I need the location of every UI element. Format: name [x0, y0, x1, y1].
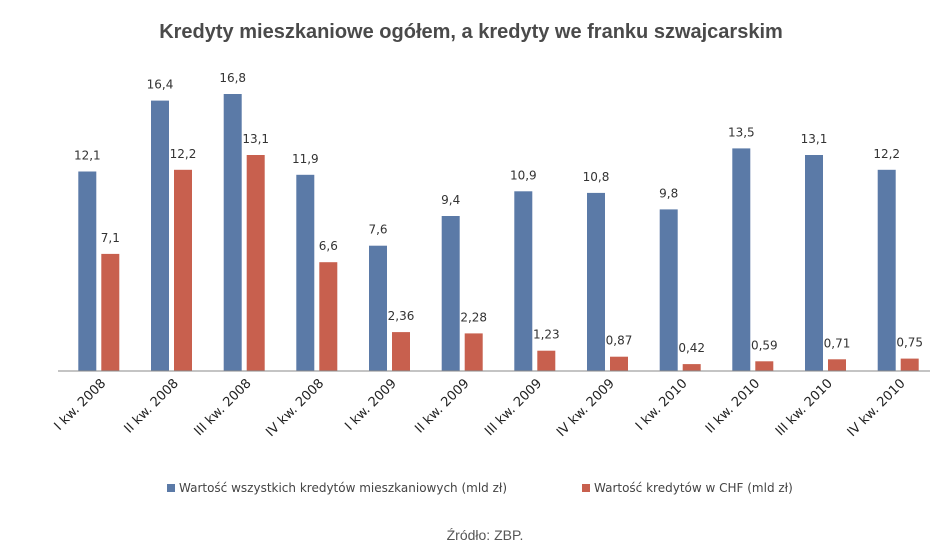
- data-label-series2-10: 0,59: [751, 338, 778, 352]
- bar-series2-2: [174, 169, 192, 371]
- bar-series2-10: [755, 361, 774, 371]
- data-label-series2-11: 0,71: [824, 336, 851, 350]
- x-tick-label-12: IV kw. 2010: [845, 376, 909, 440]
- bars-layer: 12,1 7,1 16,4 12,2 16,8 13,1 11,9 6,6 7,6 2,36 9,4…: [74, 71, 923, 371]
- x-tick-label-9: I kw. 2010: [633, 376, 690, 433]
- data-label-series2-5: 2,36: [388, 309, 415, 323]
- x-tick-labels: I kw. 2008 II kw. 2008 III kw. 2008 IV kw. …: [52, 376, 909, 440]
- bar-series1-3: [223, 94, 242, 371]
- data-label-series2-9: 0,42: [678, 341, 705, 355]
- bar-series1-11: [805, 155, 823, 371]
- data-label-series1-11: 13,1: [801, 132, 828, 146]
- data-label-series1-1: 12,1: [74, 149, 101, 163]
- data-label-series1-4: 11,9: [292, 152, 319, 166]
- data-label-series1-7: 10,9: [510, 168, 537, 182]
- bar-series2-1: [101, 253, 120, 371]
- legend: Wartość wszystkich kredytów mieszkaniowy…: [167, 481, 793, 495]
- bar-series2-7: [537, 350, 556, 371]
- bar-series2-5: [392, 332, 410, 371]
- x-tick-label-6: II kw. 2009: [412, 376, 472, 436]
- chart-title: Kredyty mieszkaniowe ogółem, a kredyty w…: [159, 21, 783, 43]
- bar-series1-4: [296, 174, 315, 371]
- legend-label-1: Wartość wszystkich kredytów mieszkaniowy…: [179, 481, 507, 495]
- x-tick-label-3: III kw. 2008: [192, 376, 255, 439]
- bar-series2-12: [900, 358, 919, 371]
- x-tick-label-7: III kw. 2009: [482, 376, 545, 439]
- bar-series1-8: [587, 192, 605, 371]
- bar-series1-10: [732, 148, 751, 371]
- data-label-series1-10: 13,5: [728, 125, 755, 139]
- bar-series2-11: [828, 359, 846, 371]
- bar-series1-1: [78, 171, 97, 371]
- data-label-series2-12: 0,75: [896, 336, 923, 350]
- data-label-series2-8: 0,87: [606, 334, 633, 348]
- legend-swatch-2: [582, 484, 590, 492]
- data-label-series2-4: 6,6: [319, 239, 338, 253]
- data-label-series1-8: 10,8: [583, 170, 610, 184]
- bar-series1-7: [514, 191, 533, 371]
- x-tick-label-10: II kw. 2010: [703, 376, 763, 436]
- bar-series2-3: [246, 155, 265, 371]
- data-label-series1-6: 9,4: [441, 193, 460, 207]
- x-tick-label-11: III kw. 2010: [773, 376, 836, 439]
- data-label-series2-3: 13,1: [242, 132, 269, 146]
- data-label-series1-5: 7,6: [368, 223, 387, 237]
- bar-series2-9: [682, 364, 701, 371]
- bar-series2-8: [610, 356, 628, 371]
- bar-series1-12: [877, 169, 896, 371]
- x-tick-label-5: I kw. 2009: [342, 376, 399, 433]
- data-label-series1-12: 12,2: [873, 147, 900, 161]
- data-label-series2-2: 12,2: [170, 147, 197, 161]
- x-tick-label-4: IV kw. 2008: [263, 376, 327, 440]
- source-note: Źródło: ZBP.: [447, 527, 524, 543]
- bar-series2-6: [464, 333, 483, 371]
- data-label-series1-3: 16,8: [219, 71, 246, 85]
- bar-series1-9: [659, 209, 678, 371]
- legend-swatch-1: [167, 484, 175, 492]
- x-tick-label-8: IV kw. 2009: [554, 376, 618, 440]
- data-label-series2-6: 2,28: [460, 310, 487, 324]
- x-tick-label-1: I kw. 2008: [52, 376, 109, 433]
- bar-series1-5: [369, 245, 387, 371]
- bar-series2-4: [319, 262, 338, 371]
- data-label-series1-9: 9,8: [659, 186, 678, 200]
- data-label-series2-1: 7,1: [101, 231, 120, 245]
- bar-series1-6: [441, 216, 460, 371]
- bar-series1-2: [151, 100, 169, 371]
- data-label-series2-7: 1,23: [533, 328, 560, 342]
- legend-label-2: Wartość kredytów w CHF (mld zł): [594, 481, 793, 495]
- data-label-series1-2: 16,4: [147, 78, 174, 92]
- x-tick-label-2: II kw. 2008: [122, 376, 182, 436]
